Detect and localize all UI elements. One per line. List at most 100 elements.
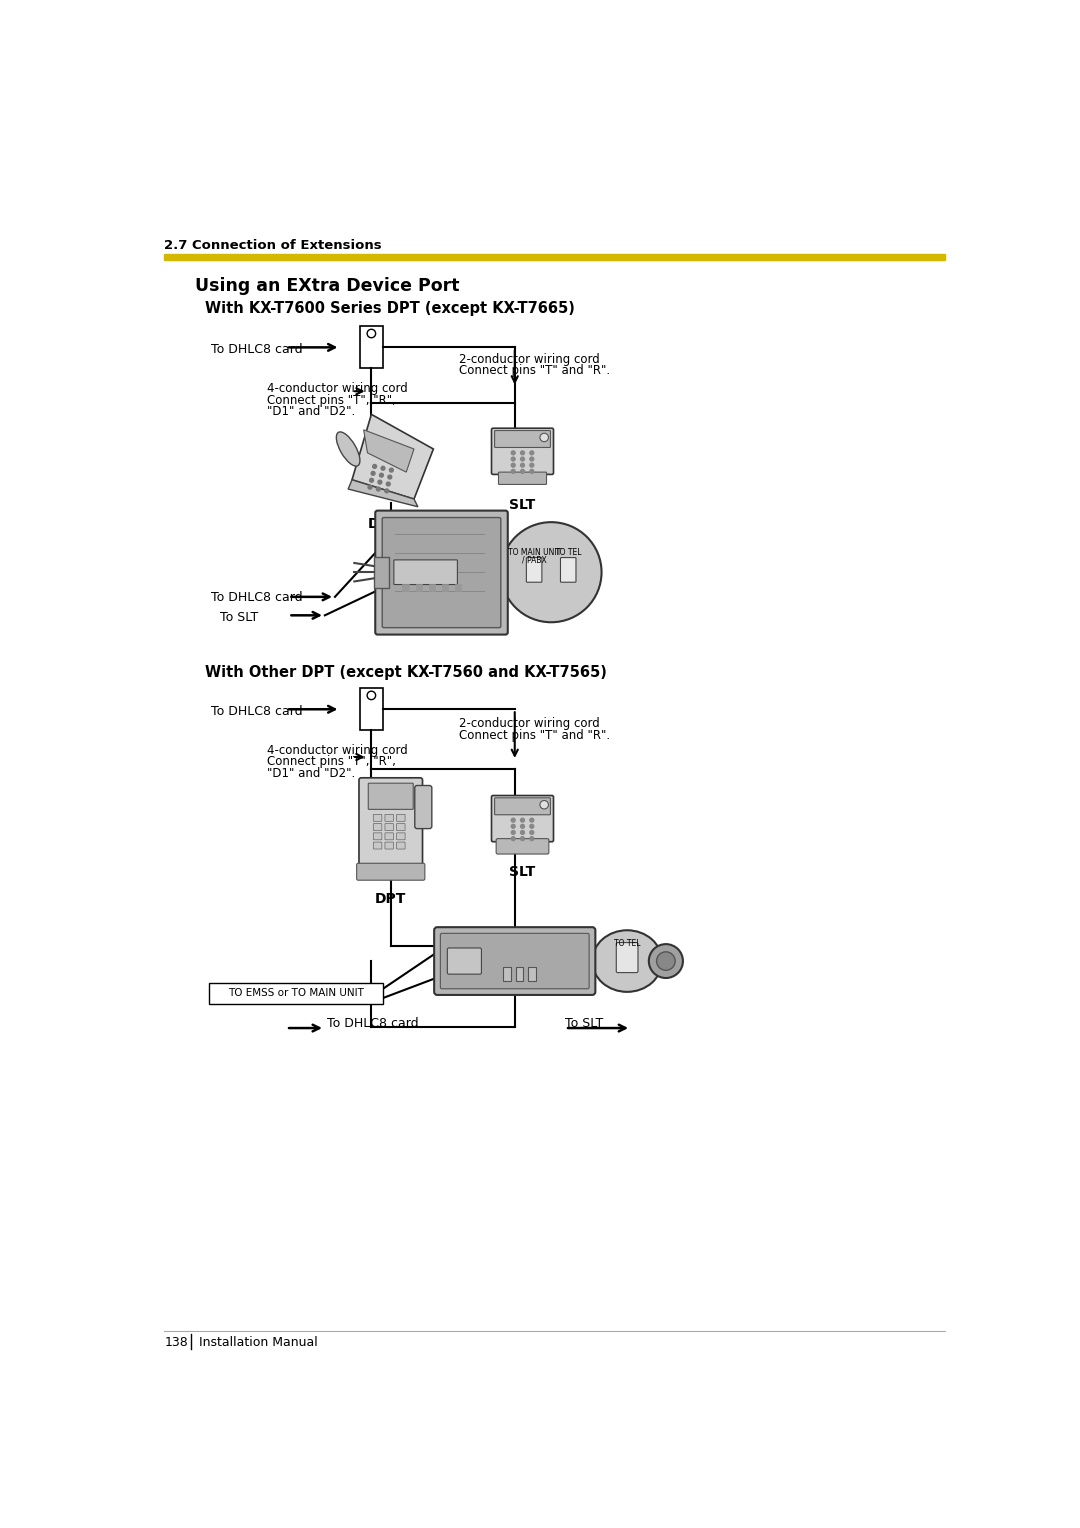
FancyBboxPatch shape xyxy=(374,842,382,850)
FancyBboxPatch shape xyxy=(447,947,482,975)
Text: 4-conductor wiring cord: 4-conductor wiring cord xyxy=(267,744,407,756)
FancyBboxPatch shape xyxy=(617,943,638,973)
Circle shape xyxy=(530,837,534,840)
Circle shape xyxy=(373,465,377,469)
Text: TO TEL: TO TEL xyxy=(613,940,640,949)
Circle shape xyxy=(530,817,534,822)
Circle shape xyxy=(511,469,515,474)
Circle shape xyxy=(381,466,384,471)
Circle shape xyxy=(540,801,549,808)
FancyBboxPatch shape xyxy=(382,518,501,628)
Text: Connect pins "T", "R",: Connect pins "T", "R", xyxy=(267,394,395,406)
Circle shape xyxy=(521,837,525,840)
FancyBboxPatch shape xyxy=(384,824,393,831)
Circle shape xyxy=(530,469,534,474)
Circle shape xyxy=(521,451,525,455)
Text: To SLT: To SLT xyxy=(220,611,258,623)
FancyBboxPatch shape xyxy=(356,863,424,880)
Bar xyxy=(442,584,448,591)
FancyBboxPatch shape xyxy=(491,428,554,474)
Text: Connect pins "T" and "R".: Connect pins "T" and "R". xyxy=(459,729,610,741)
FancyBboxPatch shape xyxy=(526,558,542,582)
FancyBboxPatch shape xyxy=(374,814,382,822)
Bar xyxy=(164,254,945,260)
Ellipse shape xyxy=(336,432,360,466)
Bar xyxy=(360,688,383,730)
Circle shape xyxy=(521,457,525,461)
Circle shape xyxy=(511,825,515,828)
Circle shape xyxy=(387,481,390,486)
Circle shape xyxy=(390,468,393,472)
Bar xyxy=(360,325,383,368)
Bar xyxy=(503,967,511,981)
Circle shape xyxy=(530,831,534,834)
FancyBboxPatch shape xyxy=(441,934,590,989)
FancyBboxPatch shape xyxy=(374,833,382,840)
Circle shape xyxy=(372,472,375,475)
Circle shape xyxy=(657,952,675,970)
FancyBboxPatch shape xyxy=(374,824,382,831)
Text: DPT: DPT xyxy=(367,516,399,530)
Text: With KX-T7600 Series DPT (except KX-T7665): With KX-T7600 Series DPT (except KX-T766… xyxy=(205,301,575,316)
Text: DPT: DPT xyxy=(375,892,406,906)
Text: 2.7 Connection of Extensions: 2.7 Connection of Extensions xyxy=(164,238,382,252)
Bar xyxy=(429,584,435,591)
FancyBboxPatch shape xyxy=(396,833,405,840)
Circle shape xyxy=(369,478,374,483)
Circle shape xyxy=(530,457,534,461)
Ellipse shape xyxy=(592,931,662,992)
Text: With Other DPT (except KX-T7560 and KX-T7565): With Other DPT (except KX-T7560 and KX-T… xyxy=(205,665,607,680)
Text: Connect pins "T", "R",: Connect pins "T", "R", xyxy=(267,755,395,769)
FancyBboxPatch shape xyxy=(384,833,393,840)
FancyBboxPatch shape xyxy=(491,796,554,842)
Circle shape xyxy=(368,486,372,489)
Text: TO TEL: TO TEL xyxy=(555,547,581,556)
Polygon shape xyxy=(348,480,418,507)
FancyBboxPatch shape xyxy=(396,824,405,831)
Bar xyxy=(455,584,461,591)
Circle shape xyxy=(378,480,382,484)
Circle shape xyxy=(367,329,376,338)
Circle shape xyxy=(530,463,534,468)
FancyBboxPatch shape xyxy=(368,784,414,810)
Circle shape xyxy=(649,944,683,978)
Text: 2-conductor wiring cord: 2-conductor wiring cord xyxy=(459,717,599,730)
FancyBboxPatch shape xyxy=(394,559,458,585)
Text: "D1" and "D2".: "D1" and "D2". xyxy=(267,405,355,419)
Circle shape xyxy=(530,825,534,828)
Text: SLT: SLT xyxy=(510,498,536,512)
Circle shape xyxy=(379,474,383,477)
FancyBboxPatch shape xyxy=(561,558,576,582)
Text: TO MAIN UNIT: TO MAIN UNIT xyxy=(508,547,561,556)
Ellipse shape xyxy=(501,523,602,622)
Circle shape xyxy=(530,451,534,455)
FancyBboxPatch shape xyxy=(496,839,549,854)
Circle shape xyxy=(384,489,389,494)
Circle shape xyxy=(511,451,515,455)
Text: To DHLC8 card: To DHLC8 card xyxy=(327,1018,419,1030)
Text: 138: 138 xyxy=(164,1335,188,1349)
Text: To DHLC8 card: To DHLC8 card xyxy=(211,591,302,605)
Text: TO EMSS or TO MAIN UNIT: TO EMSS or TO MAIN UNIT xyxy=(228,989,364,998)
Circle shape xyxy=(511,463,515,468)
Text: Using an EXtra Device Port: Using an EXtra Device Port xyxy=(195,277,460,295)
Circle shape xyxy=(511,457,515,461)
FancyBboxPatch shape xyxy=(495,431,551,448)
Text: To SLT: To SLT xyxy=(565,1018,604,1030)
Circle shape xyxy=(377,487,380,490)
Bar xyxy=(374,556,389,588)
FancyBboxPatch shape xyxy=(495,798,551,814)
Bar xyxy=(528,967,536,981)
Text: 4-conductor wiring cord: 4-conductor wiring cord xyxy=(267,382,407,396)
FancyBboxPatch shape xyxy=(384,842,393,850)
Circle shape xyxy=(540,434,549,442)
FancyBboxPatch shape xyxy=(384,814,393,822)
FancyBboxPatch shape xyxy=(499,472,546,484)
Circle shape xyxy=(521,817,525,822)
Circle shape xyxy=(511,837,515,840)
Circle shape xyxy=(511,831,515,834)
Circle shape xyxy=(521,463,525,468)
Text: SLT: SLT xyxy=(510,865,536,879)
Circle shape xyxy=(388,475,392,478)
Bar xyxy=(416,584,422,591)
